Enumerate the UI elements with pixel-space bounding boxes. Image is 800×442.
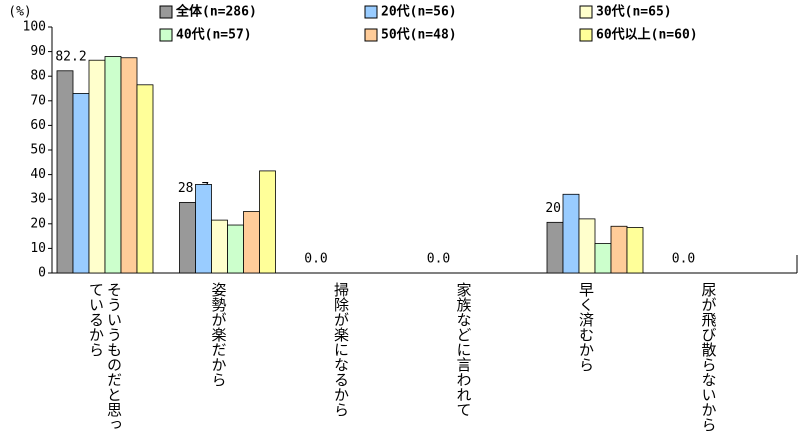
legend-swatch	[159, 5, 173, 19]
legend-label: 50代(n=48)	[381, 27, 457, 43]
x-tick-label: 姿勢が楽だから	[209, 282, 228, 387]
bar	[120, 57, 138, 274]
bar	[259, 170, 276, 274]
y-tick-label: 90	[30, 44, 46, 59]
y-tick-label: 10	[30, 241, 46, 256]
legend-label: 40代(n=57)	[176, 27, 252, 43]
legend-label: 60代以上(n=60)	[596, 27, 698, 43]
bar	[195, 184, 212, 274]
legend-swatch	[159, 28, 173, 42]
y-tick-label: 0	[38, 266, 46, 281]
bar	[594, 243, 612, 274]
value-label: 82.2	[55, 49, 86, 64]
x-tick-label: 家族などに言われて	[454, 282, 473, 417]
bar	[136, 84, 154, 274]
legend-swatch	[364, 28, 378, 42]
y-axis-label: (%)	[8, 5, 31, 20]
y-tick-label: 80	[30, 69, 46, 84]
y-tick-label: 40	[30, 167, 46, 182]
bar	[211, 219, 228, 274]
legend-swatch	[579, 5, 593, 19]
bar	[227, 224, 244, 274]
x-tick-label: 掃除が楽になるから	[332, 282, 350, 417]
value-label: 0.0	[672, 252, 695, 267]
y-tick-label: 100	[23, 20, 46, 35]
bar	[546, 221, 564, 274]
bar	[243, 211, 260, 274]
legend-swatch	[364, 5, 378, 19]
bar	[72, 93, 90, 274]
bar	[578, 218, 596, 274]
y-tick-label: 60	[30, 118, 46, 133]
y-tick-label: 70	[30, 93, 46, 108]
bar	[56, 70, 74, 274]
y-tick-label: 20	[30, 216, 46, 231]
legend-swatch	[579, 28, 593, 42]
x-tick-label: 早く済むから	[577, 282, 595, 372]
value-label: 0.0	[304, 252, 327, 267]
bar	[104, 56, 122, 274]
legend-label: 全体(n=286)	[175, 4, 257, 20]
bar	[88, 59, 106, 274]
x-tick-label: 尿が飛び散らないから	[699, 282, 718, 432]
y-tick-label: 50	[30, 143, 46, 158]
legend-label: 30代(n=65)	[596, 4, 672, 20]
value-label: 0.0	[427, 252, 450, 267]
legend-label: 20代(n=56)	[381, 4, 457, 20]
y-tick-label: 30	[30, 192, 46, 207]
bar	[562, 193, 580, 274]
bar	[626, 227, 644, 274]
x-tick-label: そういうものだと思っているから	[87, 282, 123, 432]
bar	[179, 201, 196, 274]
bar	[610, 225, 628, 274]
